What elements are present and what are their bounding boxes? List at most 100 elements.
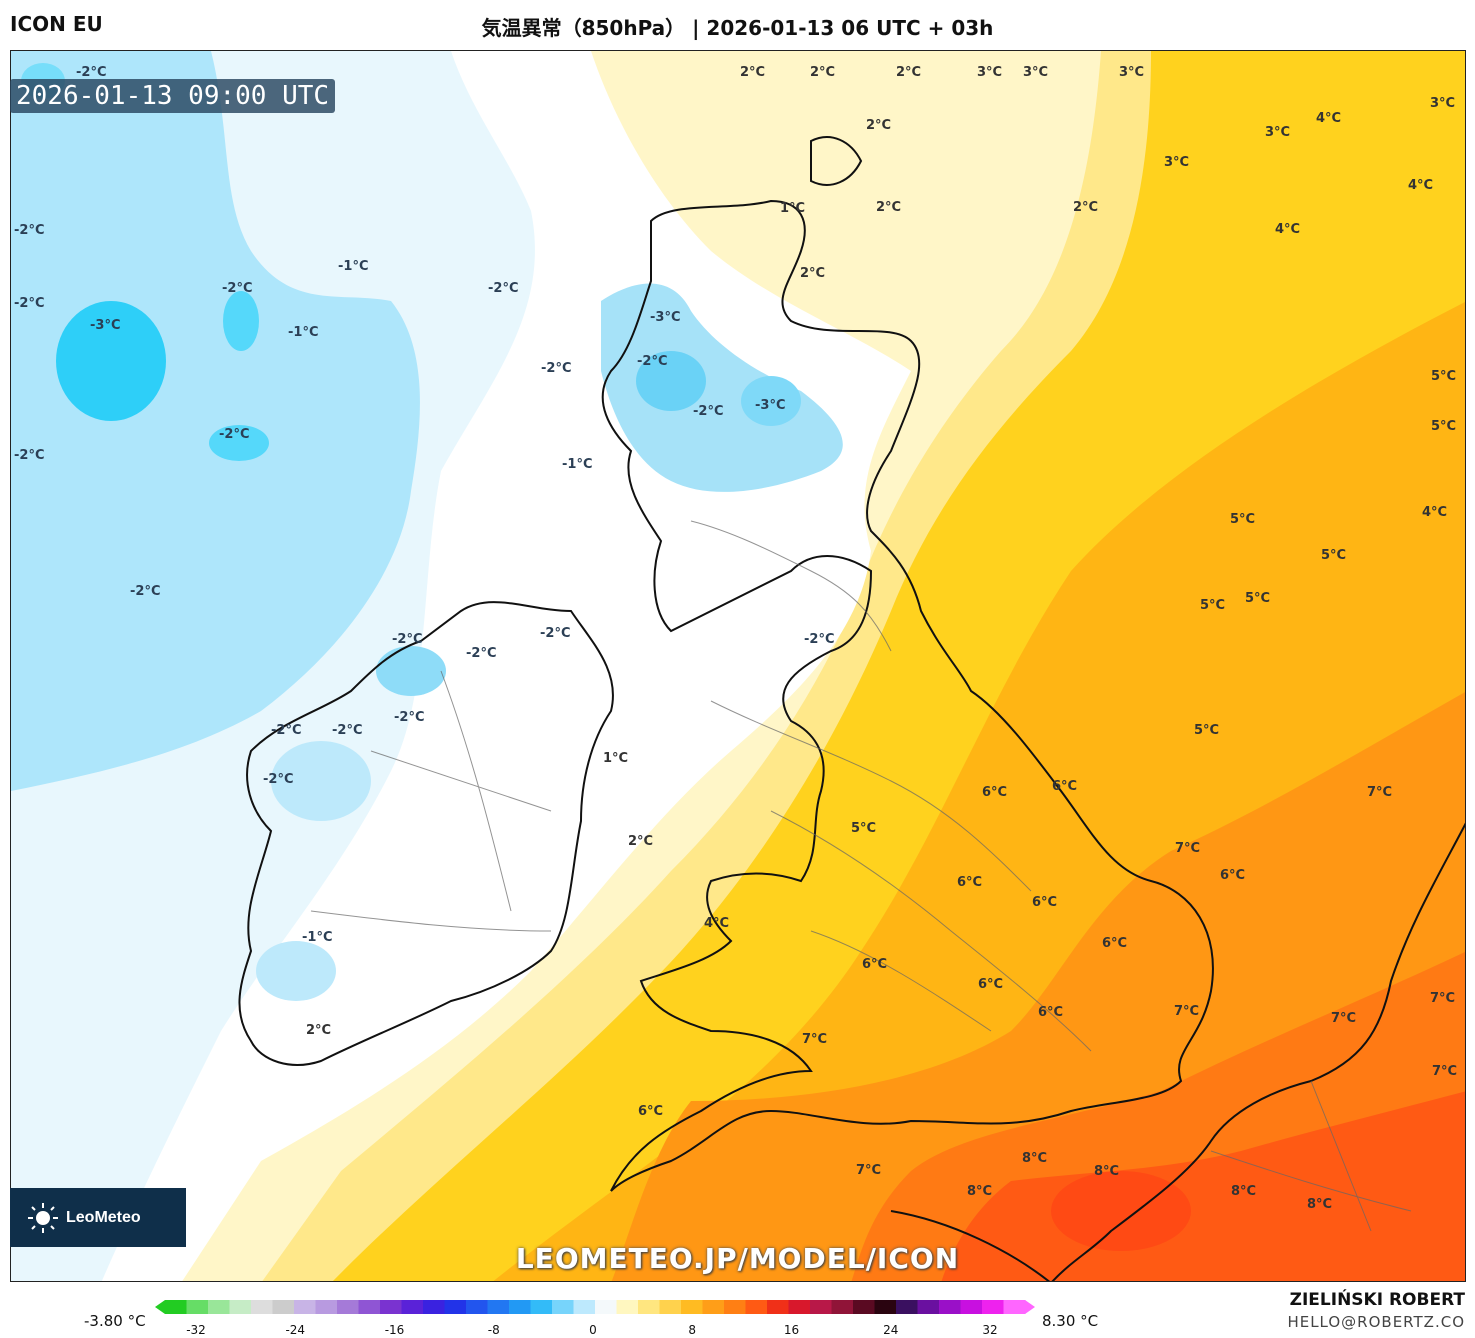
temp-label: -2°C [222, 281, 253, 296]
map-panel[interactable]: -2°C -2°C -2°C -2°C -3°C -2°C -1°C -1°C -2°C -2°C… [10, 50, 1466, 1282]
color-scale-swatch [358, 1300, 381, 1314]
color-scale-swatch [853, 1300, 875, 1314]
logo-text: LeoMeteo [66, 1208, 141, 1226]
color-scale-swatch [165, 1300, 187, 1314]
temp-label: 6°C [862, 957, 888, 972]
temp-label: 7°C [856, 1163, 882, 1178]
color-scale-swatch [251, 1300, 273, 1314]
color-scale-swatch [982, 1300, 1004, 1314]
temp-label: -3°C [755, 398, 786, 413]
temp-label: 2°C [1073, 200, 1099, 215]
color-scale-bar [155, 1300, 1035, 1314]
color-scale-swatch [444, 1300, 467, 1314]
temp-label: -2°C [693, 404, 724, 419]
temperature-anomaly-field [11, 51, 1465, 1281]
color-scale-swatch [702, 1300, 725, 1314]
temp-label: -2°C [540, 626, 571, 641]
temp-label: -2°C [76, 65, 107, 80]
temp-label: 8°C [1231, 1184, 1257, 1199]
temp-label: 7°C [1367, 785, 1393, 800]
temp-label: 7°C [1331, 1011, 1357, 1026]
temp-label: 6°C [1102, 936, 1128, 951]
color-scale-swatch [509, 1300, 531, 1314]
temp-label: 4°C [1316, 111, 1342, 126]
model-name: ICON EU [10, 12, 103, 36]
scale-tick-label: -16 [384, 1323, 405, 1337]
color-scale-swatch [487, 1300, 510, 1314]
color-scale-swatch [530, 1300, 553, 1314]
map-title: 気温異常（850hPa） | 2026-01-13 06 UTC + 03h [481, 16, 994, 40]
temp-label: -2°C [637, 354, 668, 369]
temp-label: -1°C [302, 930, 333, 945]
color-scale-swatch [229, 1300, 252, 1314]
temp-label: 4°C [1422, 505, 1448, 520]
color-scale-swatch [960, 1300, 983, 1314]
color-scale-swatch [552, 1300, 574, 1314]
color-scale-swatch [573, 1300, 596, 1314]
temp-label: 1°C [780, 201, 806, 216]
temp-label: 5°C [1194, 723, 1220, 738]
temp-label: -1°C [338, 259, 369, 274]
temp-label: -2°C [130, 584, 161, 599]
temp-label: -2°C [392, 632, 423, 647]
temp-label: -2°C [219, 427, 250, 442]
temp-label: 6°C [978, 977, 1004, 992]
temp-label: 5°C [1321, 548, 1347, 563]
temp-label: 3°C [1119, 65, 1145, 80]
temp-label: 5°C [1431, 419, 1457, 434]
leometeo-logo: LeoMeteo [10, 1188, 186, 1247]
scale-tick-label: 24 [883, 1323, 899, 1337]
temp-label: 4°C [1408, 178, 1434, 193]
scale-tick-label: -24 [285, 1323, 306, 1337]
temp-label: 3°C [1265, 125, 1291, 140]
color-scale-swatch [939, 1300, 961, 1314]
temp-label: -2°C [332, 723, 363, 738]
temp-label: 6°C [957, 875, 983, 890]
color-scale-swatch [616, 1300, 639, 1314]
author-name: ZIELIŃSKI ROBERT [1289, 1290, 1465, 1310]
temp-label: 4°C [704, 916, 730, 931]
scale-tick-label: 32 [982, 1323, 998, 1337]
temp-label: -2°C [541, 361, 572, 376]
temp-label: 3°C [977, 65, 1003, 80]
temp-label: 5°C [851, 821, 877, 836]
temp-label: 1°C [603, 751, 629, 766]
color-scale-swatch [294, 1300, 316, 1314]
color-scale-swatch [724, 1300, 746, 1314]
color-scale-swatch [681, 1300, 703, 1314]
sun-icon [28, 1202, 58, 1233]
scale-tick-label: -32 [186, 1323, 206, 1337]
website-watermark: LEOMETEO.JP/MODEL/ICON [515, 1242, 960, 1275]
temp-label: 6°C [1038, 1005, 1064, 1020]
temp-label: 4°C [1275, 222, 1301, 237]
color-scale-swatch [315, 1300, 338, 1314]
color-scale-swatch [423, 1300, 445, 1314]
temp-label: 2°C [866, 118, 892, 133]
color-scale-swatch [659, 1300, 682, 1314]
temp-label: 6°C [1032, 895, 1058, 910]
temp-label: -2°C [263, 772, 294, 787]
scale-max-label: 8.30 °C [1042, 1312, 1099, 1330]
temp-label: -2°C [394, 710, 425, 725]
temp-label: -2°C [466, 646, 497, 661]
scale-min-label: -3.80 °C [84, 1312, 146, 1330]
temp-label: 2°C [810, 65, 836, 80]
temp-label: 2°C [876, 200, 902, 215]
temp-label: -2°C [14, 448, 45, 463]
temp-label: 5°C [1431, 369, 1457, 384]
color-scale-swatch [896, 1300, 918, 1314]
color-scale-swatch [810, 1300, 832, 1314]
scale-tick-label: 0 [589, 1323, 597, 1337]
temp-label: 7°C [1175, 841, 1201, 856]
color-scale-swatch [767, 1300, 789, 1314]
color-scale-swatch [272, 1300, 295, 1314]
color-scale-swatch [380, 1300, 402, 1314]
temp-label: 8°C [967, 1184, 993, 1199]
scale-tick-label: -8 [487, 1323, 500, 1337]
scale-arrow-low [155, 1300, 165, 1314]
temp-label: 2°C [896, 65, 922, 80]
color-scale-swatch [466, 1300, 488, 1314]
temp-label: -2°C [14, 296, 45, 311]
temp-label: 2°C [628, 834, 654, 849]
temp-label: 7°C [1432, 1064, 1458, 1079]
